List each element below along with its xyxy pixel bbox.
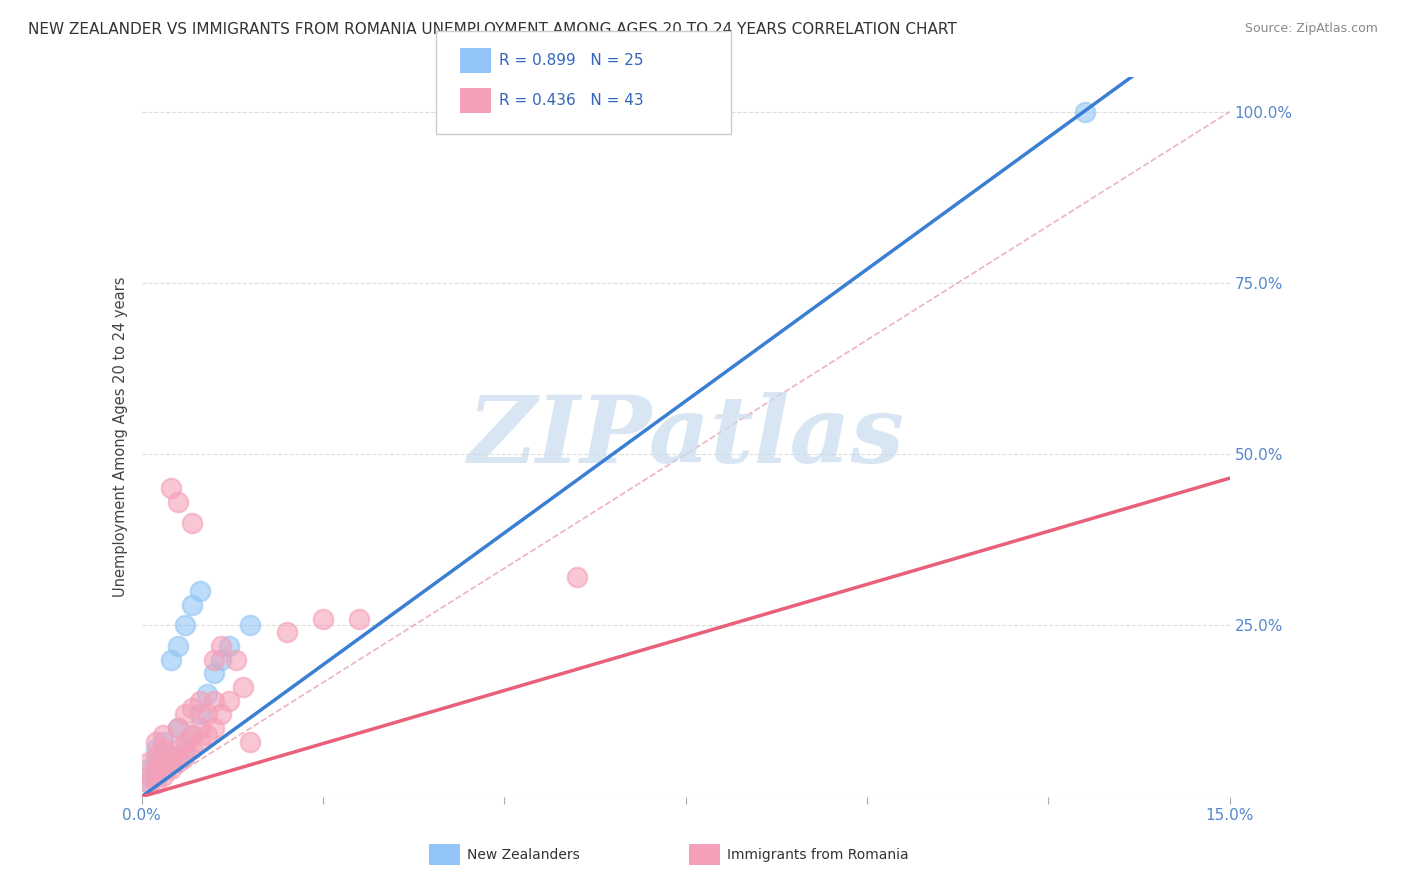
Point [138,769,160,783]
Point [276,625,298,640]
Point [188,735,211,749]
Point [174,741,197,756]
Point [167,639,190,653]
Point [138,762,160,776]
Y-axis label: Unemployment Among Ages 20 to 24 years: Unemployment Among Ages 20 to 24 years [114,277,128,598]
Point [152,728,174,742]
Point [218,639,240,653]
Point [167,741,190,756]
Point [159,482,181,496]
Point [152,748,174,763]
Point [152,741,174,756]
Point [195,687,218,701]
Point [167,748,190,763]
Point [225,653,247,667]
Point [239,618,262,632]
Point [565,570,588,584]
Point [145,762,167,776]
Point [174,735,197,749]
Point [181,598,204,612]
Point [188,584,211,599]
Text: New Zealanders: New Zealanders [467,847,579,862]
Point [145,756,167,770]
Point [167,495,190,509]
Point [312,611,335,625]
Point [145,769,167,783]
Point [159,756,181,770]
Point [195,707,218,722]
Point [202,694,225,708]
Point [167,756,190,770]
Point [152,735,174,749]
Point [152,762,174,776]
Point [167,721,190,735]
Text: NEW ZEALANDER VS IMMIGRANTS FROM ROMANIA UNEMPLOYMENT AMONG AGES 20 TO 24 YEARS : NEW ZEALANDER VS IMMIGRANTS FROM ROMANIA… [28,22,957,37]
Text: R = 0.436   N = 43: R = 0.436 N = 43 [499,94,644,108]
Point [181,516,204,530]
Point [174,707,197,722]
Text: ZIPatlas: ZIPatlas [467,392,904,482]
Point [349,611,371,625]
Point [145,741,167,756]
Point [181,700,204,714]
Point [181,728,204,742]
Point [202,666,225,681]
Point [152,756,174,770]
Point [159,748,181,763]
Point [174,618,197,632]
Point [209,653,232,667]
Point [138,776,160,790]
Text: Immigrants from Romania: Immigrants from Romania [727,847,908,862]
Point [174,748,197,763]
Text: Source: ZipAtlas.com: Source: ZipAtlas.com [1244,22,1378,36]
Point [218,694,240,708]
Point [167,721,190,735]
Point [1073,104,1095,119]
Point [145,776,167,790]
Point [188,694,211,708]
Point [188,721,211,735]
Point [159,762,181,776]
Point [159,653,181,667]
Point [145,748,167,763]
Point [145,735,167,749]
Point [138,756,160,770]
Point [202,721,225,735]
Point [188,707,211,722]
Point [202,653,225,667]
Point [152,769,174,783]
Point [239,735,262,749]
Point [138,776,160,790]
Point [232,680,254,694]
Point [209,707,232,722]
Point [209,639,232,653]
Point [181,741,204,756]
Point [195,728,218,742]
Point [181,728,204,742]
Text: R = 0.899   N = 25: R = 0.899 N = 25 [499,54,644,68]
